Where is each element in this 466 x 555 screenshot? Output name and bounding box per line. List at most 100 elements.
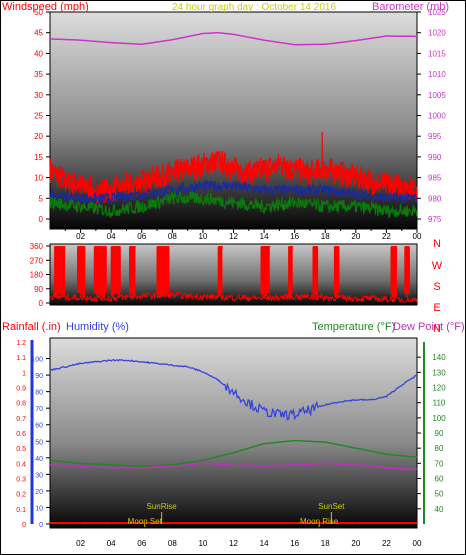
humidity-tick-label: 70: [35, 406, 43, 413]
wind-x-tick-label: 04: [107, 232, 116, 241]
barometer-tick-label: 985: [428, 174, 442, 183]
compass-label: N: [433, 323, 441, 335]
rain-tick-label: 0.6: [16, 431, 26, 438]
windspeed-line: [49, 150, 418, 204]
barometer-axis-title: Barometer (mb): [372, 1, 449, 13]
humidity-tick-label: 50: [35, 439, 43, 446]
rain-tick-label: 1.2: [16, 340, 26, 347]
rain-tick-label: 0.1: [16, 507, 26, 514]
wind-tick-label: 5: [39, 194, 44, 203]
astro-label: SunRise: [147, 502, 178, 511]
barometer-tick-label: 1005: [428, 91, 446, 100]
astro-label: SunSet: [318, 502, 345, 511]
rain-tick-label: 0.7: [16, 416, 26, 423]
wind-direction-spike: [110, 246, 121, 298]
wind-direction-spike: [77, 246, 86, 297]
wind-direction-spike: [260, 246, 270, 298]
dewpoint-axis-title: Dew Point (°F): [393, 321, 465, 333]
humidity-tick-label: 30: [35, 472, 43, 479]
humidity-tick-label: 90: [35, 373, 43, 380]
wind-direction-spike: [333, 246, 340, 299]
wind-tick-label: 20: [34, 132, 43, 141]
rain-tick-label: 0.5: [16, 446, 26, 453]
humidity-tick-label: 60: [35, 423, 43, 430]
temperature-tick-label: 90: [435, 429, 444, 438]
wind-axis-title: Windspeed (mph): [2, 1, 89, 13]
wind-direction-spike: [129, 246, 136, 297]
wind-x-tick-label: 10: [198, 232, 207, 241]
humidity-x-tick-label: 20: [351, 539, 360, 548]
wind-x-tick-label: 06: [137, 232, 146, 241]
humidity-x-tick-label: 04: [107, 539, 116, 548]
gust-average-line: [49, 178, 418, 205]
direction-tick-label: 90: [34, 285, 43, 294]
barometer-tick-label: 975: [428, 215, 442, 224]
panel-humidity-background: [49, 337, 418, 529]
wind-tick-label: 35: [34, 70, 43, 79]
rain-tick-label: 0.9: [16, 386, 26, 393]
wind-tick-label: 10: [34, 174, 43, 183]
direction-tick-label: 180: [30, 271, 44, 280]
rain-tick-label: 0.8: [16, 401, 26, 408]
windspeed-line-2: [49, 153, 418, 200]
barometer-line: [49, 31, 417, 46]
humidity-tick-label: 0: [39, 522, 43, 529]
humidity-x-tick-label: 00: [413, 539, 422, 548]
temperature-tick-label: 80: [435, 444, 444, 453]
wind-x-tick-label: 08: [168, 232, 177, 241]
rain-tick-label: 0: [22, 522, 26, 529]
temperature-tick-label: 140: [432, 353, 446, 362]
humidity-x-tick-label: 02: [76, 539, 85, 548]
wind-x-tick-label: 16: [290, 232, 299, 241]
wind-direction-spike: [217, 246, 223, 297]
wind-tick-label: 40: [34, 49, 43, 58]
compass-label: W: [432, 260, 443, 272]
wind-x-tick-label: 18: [321, 232, 330, 241]
wind-direction-spike: [288, 246, 293, 298]
rain-axis-title: Rainfall (.in): [2, 321, 61, 333]
temperature-tick-label: 50: [435, 490, 444, 499]
temperature-line: [49, 439, 418, 468]
wind-tick-label: 45: [34, 29, 43, 38]
humidity-tick-label: 100: [31, 357, 43, 364]
temperature-tick-label: 100: [432, 414, 446, 423]
compass-label: S: [433, 281, 440, 293]
humidity-axis-title: Humidity (%): [66, 321, 129, 333]
temperature-tick-label: 110: [433, 399, 446, 408]
barometer-tick-label: 1020: [428, 29, 446, 38]
humidity-x-tick-label: 08: [168, 539, 177, 548]
dewpoint-line: [49, 462, 418, 471]
wind-direction-spike: [54, 246, 66, 299]
humidity-x-tick-label: 14: [260, 539, 269, 548]
barometer-tick-label: 1000: [428, 112, 446, 121]
temperature-tick-label: 130: [432, 368, 446, 377]
direction-tick-label: 360: [30, 242, 44, 251]
humidity-x-tick-label: 18: [321, 539, 330, 548]
temperature-tick-label: 120: [432, 384, 446, 393]
wind-x-tick-label: 20: [351, 232, 360, 241]
barometer-tick-label: 995: [428, 132, 442, 141]
wind-average-line: [49, 190, 418, 219]
wind-tick-label: 50: [34, 8, 43, 17]
wind-tick-label: 0: [39, 215, 44, 224]
wind-direction-line: [49, 291, 418, 304]
wind-tick-label: 25: [34, 112, 43, 121]
humidity-line: [49, 358, 418, 421]
compass-label: N: [433, 238, 441, 250]
humidity-tick-label: 10: [35, 505, 43, 512]
wind-direction-spike: [404, 246, 410, 298]
wind-x-tick-label: 14: [260, 232, 269, 241]
wind-tick-label: 15: [34, 153, 43, 162]
wind-x-tick-label: 02: [76, 232, 85, 241]
wind-x-tick-label: 00: [413, 232, 422, 241]
wind-x-tick-label: 22: [382, 232, 391, 241]
wind-direction-spike: [390, 246, 397, 298]
rain-tick-label: 0.3: [16, 477, 26, 484]
barometer-tick-label: 1025: [428, 8, 446, 17]
direction-tick-label: 270: [30, 256, 44, 265]
barometer-tick-label: 990: [428, 153, 442, 162]
wind-direction-spike: [93, 246, 107, 299]
humidity-x-tick-label: 10: [198, 539, 207, 548]
astro-label: Moon Rise: [300, 517, 339, 526]
